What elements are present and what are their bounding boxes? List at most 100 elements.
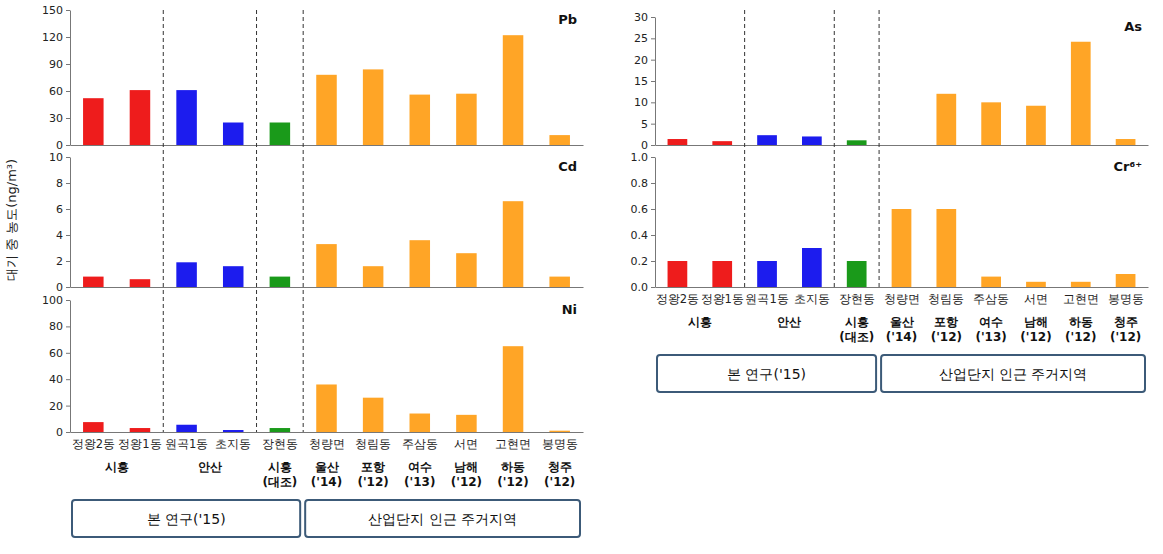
tick-label: 정왕1동	[118, 437, 161, 451]
panel: 0.00.20.40.60.81.0정왕2동정왕1동원곡1동초지동장현동청량면청…	[631, 151, 1149, 306]
tick: 0.2	[631, 255, 656, 268]
tick: 초지동	[215, 432, 251, 451]
tick-mark	[66, 235, 70, 236]
bar	[668, 261, 688, 287]
section-label: 산업단지 인근 주거지역	[939, 366, 1088, 382]
bars	[668, 209, 1136, 287]
bar	[757, 261, 777, 287]
tick-label: 고현면	[1063, 292, 1099, 306]
tick: 100	[42, 294, 70, 307]
section-box	[72, 500, 300, 537]
tick-label: 60	[49, 347, 63, 360]
tick: 150	[42, 4, 70, 17]
panel-title: As	[1124, 19, 1142, 34]
panel: 020406080100정왕2동정왕1동원곡1동초지동장현동청량면청림동주삼동서…	[42, 294, 584, 451]
tick: 고현면	[495, 432, 531, 451]
bar	[757, 135, 777, 145]
group-label: 시흥(대조)	[262, 460, 297, 489]
bar	[363, 266, 384, 287]
tick: 4	[56, 229, 70, 242]
tick-label: 4	[56, 229, 63, 242]
section-box	[881, 355, 1145, 392]
tick-mark	[651, 102, 655, 103]
x-axis: 정왕2동정왕1동원곡1동초지동장현동청량면청림동주삼동서면고현면봉명동	[71, 432, 584, 451]
tick: 원곡1동	[165, 432, 208, 451]
tick-mark	[66, 406, 70, 407]
tick-label: 청량면	[884, 292, 920, 306]
bar	[130, 428, 151, 432]
group-label: 청주('12)	[544, 460, 575, 489]
bar	[176, 262, 197, 287]
axis-line	[70, 301, 71, 433]
tick-label: 0.6	[631, 203, 649, 216]
tick: 봉명동	[1108, 287, 1144, 306]
tick-label: 원곡1동	[165, 437, 208, 451]
tick-label: 8	[56, 177, 63, 190]
tick-label: 150	[42, 4, 63, 17]
tick-label: 30	[634, 11, 648, 24]
tick-label: 5	[641, 118, 648, 131]
bars	[83, 35, 570, 145]
y-axis: 051015202530	[634, 11, 656, 152]
tick: 120	[42, 31, 70, 44]
group-label: 남해('12)	[451, 460, 482, 489]
tick-label: 0.0	[631, 281, 649, 294]
chart-root: 0306090120150Pb대기 중 농도(ng/m³)0246810Cd02…	[0, 0, 1163, 554]
tick-mark	[651, 17, 655, 18]
group-label: 하동('12)	[1065, 315, 1096, 344]
bar	[223, 123, 244, 146]
y-axis: 0246810	[49, 151, 71, 294]
bar	[410, 414, 431, 432]
tick-label: 10	[634, 96, 648, 109]
tick-mark	[66, 118, 70, 119]
bar	[130, 279, 151, 287]
axis-line	[71, 145, 584, 146]
tick: 25	[634, 32, 655, 45]
bar	[1116, 139, 1136, 145]
tick-label: 80	[49, 320, 63, 333]
bar	[363, 398, 384, 432]
bar	[456, 253, 477, 287]
x-axis	[71, 287, 584, 288]
bar	[981, 277, 1001, 287]
tick-label: 1.0	[631, 151, 649, 164]
axis-line	[656, 145, 1149, 146]
group-label: 시흥(대조)	[839, 315, 874, 344]
tick: 0	[56, 426, 70, 439]
tick-mark	[651, 81, 655, 82]
x-axis: 정왕2동정왕1동원곡1동초지동장현동청량면청림동주삼동서면고현면봉명동	[656, 287, 1149, 306]
tick: 청림동	[355, 432, 391, 451]
tick: 60	[49, 85, 70, 98]
group-label: 청주('12)	[1110, 315, 1141, 344]
axis-line	[70, 11, 71, 146]
group-label: 여수('13)	[404, 460, 435, 489]
tick-mark	[651, 209, 655, 210]
bar	[712, 141, 732, 145]
tick-label: 20	[634, 54, 648, 67]
bar	[802, 136, 822, 145]
section-label: 본 연구('15)	[727, 366, 806, 382]
tick: 서면	[1024, 287, 1048, 306]
tick: 8	[56, 177, 70, 190]
bar	[83, 98, 104, 145]
tick: 6	[56, 203, 70, 216]
bar	[130, 90, 151, 145]
tick-mark	[66, 64, 70, 65]
tick: 장현동	[839, 287, 875, 306]
bars	[83, 346, 570, 432]
bar	[316, 384, 337, 432]
panel: 0246810Cd	[49, 151, 584, 294]
bar	[83, 422, 104, 432]
tick-label: 90	[49, 58, 63, 71]
tick-label: 정왕1동	[701, 292, 744, 306]
axis-line	[71, 287, 584, 288]
tick-label: 30	[49, 112, 63, 125]
tick-label: 장현동	[262, 437, 298, 451]
group-label: 안산	[777, 315, 801, 329]
tick: 15	[634, 75, 655, 88]
axis-line	[70, 158, 71, 288]
bar	[1026, 282, 1046, 287]
tick-label: 120	[42, 31, 63, 44]
bar	[503, 346, 524, 432]
tick-label: 0.8	[631, 177, 649, 190]
